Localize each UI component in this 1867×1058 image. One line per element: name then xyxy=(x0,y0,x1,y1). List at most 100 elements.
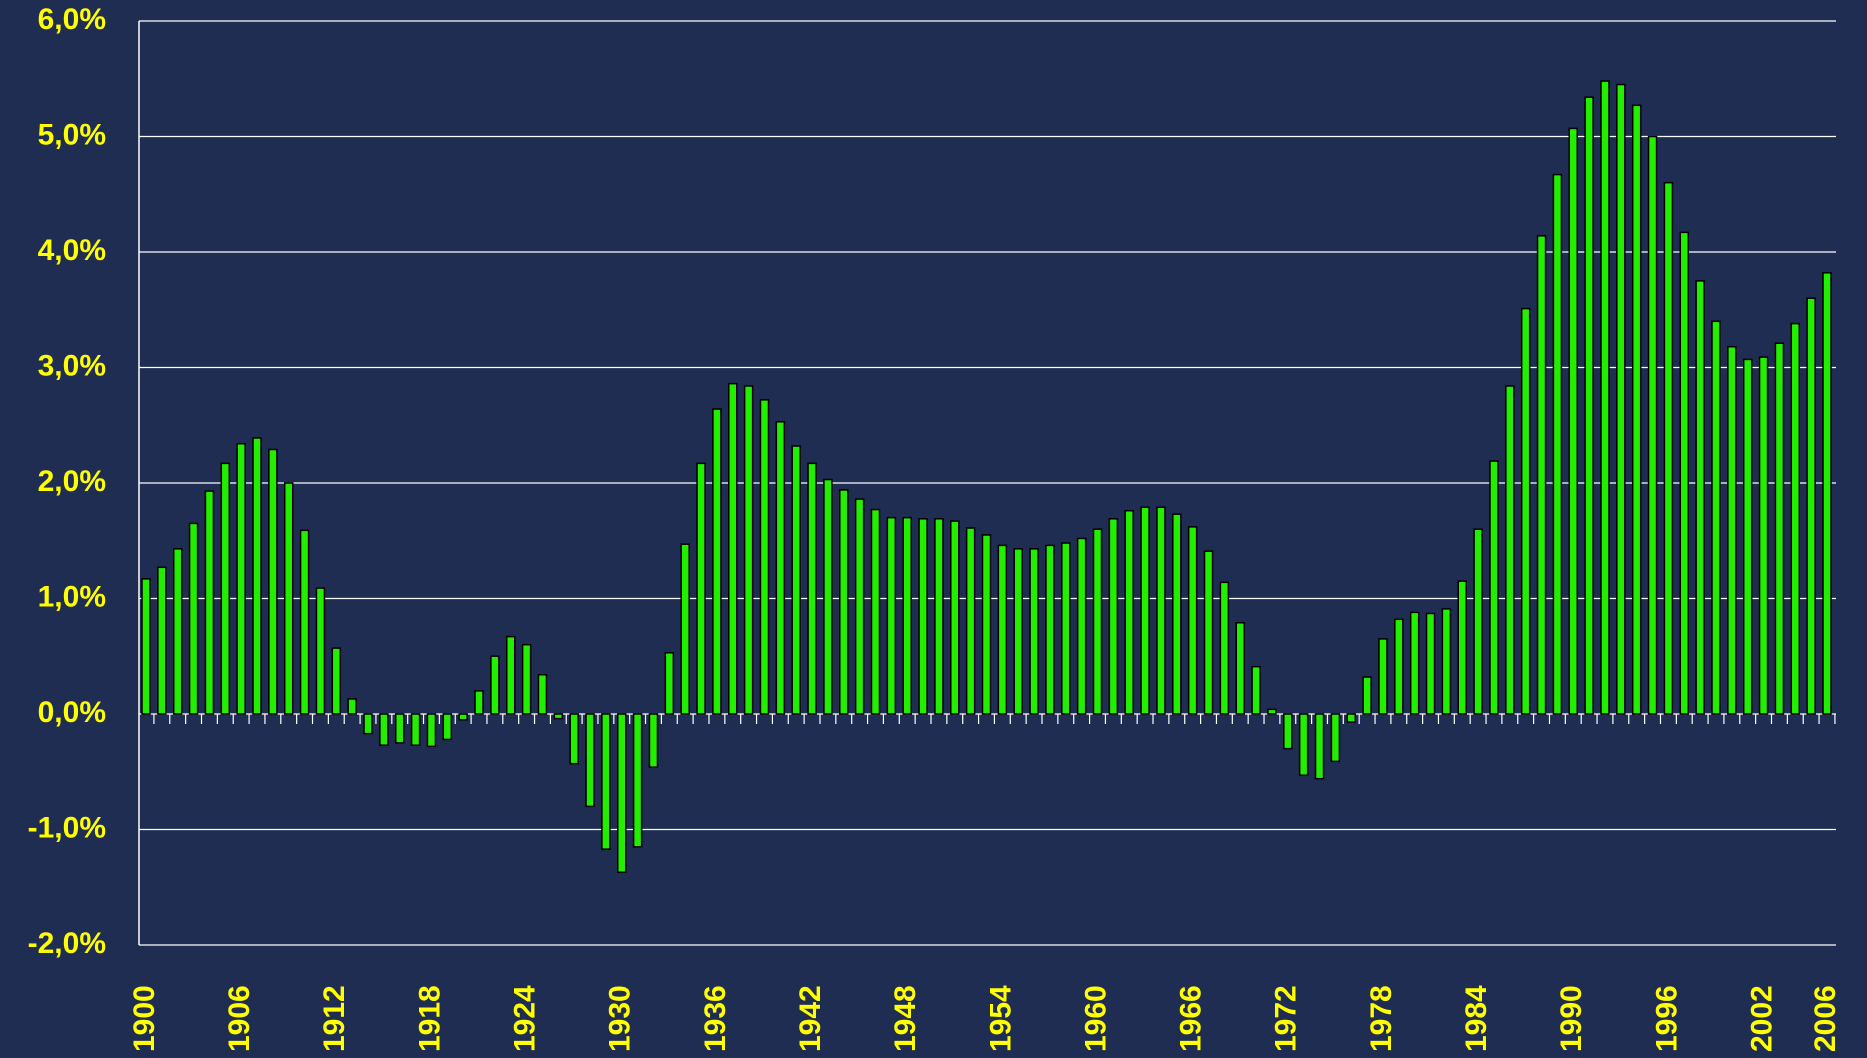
bar xyxy=(379,713,389,746)
bar xyxy=(902,516,912,715)
x-tick-label: 1918 xyxy=(413,985,446,1052)
bar xyxy=(315,587,326,715)
bar xyxy=(1520,307,1531,715)
bar xyxy=(363,713,373,735)
bar xyxy=(918,518,928,715)
bar xyxy=(1679,231,1690,715)
x-tick-label: 1960 xyxy=(1079,985,1112,1052)
x-tick-label: 1906 xyxy=(223,985,256,1052)
bar xyxy=(1378,638,1388,715)
bar xyxy=(1631,104,1642,715)
bar xyxy=(1536,235,1547,715)
bar xyxy=(1505,385,1515,715)
bar xyxy=(1251,665,1261,715)
bar xyxy=(553,713,564,720)
bar xyxy=(188,522,199,715)
bar xyxy=(458,713,468,721)
bar xyxy=(775,421,786,715)
bar xyxy=(1806,297,1816,715)
bar xyxy=(1092,528,1103,715)
bar xyxy=(1172,513,1182,715)
y-tick-label: 4,0% xyxy=(38,234,106,267)
bar xyxy=(1203,550,1214,715)
bar xyxy=(839,489,849,715)
y-tick-label: 2,0% xyxy=(38,465,106,498)
x-tick-label: 1954 xyxy=(984,985,1017,1052)
bar xyxy=(1425,612,1436,715)
bar xyxy=(791,445,801,715)
bar xyxy=(1742,358,1753,715)
bar xyxy=(743,385,754,715)
bar xyxy=(204,490,215,715)
bar xyxy=(1219,581,1230,715)
bar xyxy=(981,534,992,715)
y-tick-label: -1,0% xyxy=(28,811,106,844)
bar xyxy=(410,713,421,746)
bar xyxy=(1695,280,1705,715)
x-tick-label: 2002 xyxy=(1745,985,1778,1052)
bar xyxy=(1330,713,1341,763)
bar xyxy=(268,448,278,715)
bar xyxy=(252,437,262,715)
x-tick-label: 1900 xyxy=(128,985,161,1052)
bar xyxy=(1314,713,1325,780)
bar xyxy=(220,462,231,715)
bar xyxy=(1600,80,1610,715)
bar xyxy=(1235,622,1245,715)
bar xyxy=(1758,356,1769,715)
bar xyxy=(1568,127,1579,715)
y-tick-label: 1,0% xyxy=(38,580,106,613)
bar xyxy=(347,698,357,715)
bar xyxy=(1061,542,1071,715)
bar xyxy=(569,713,579,765)
bar xyxy=(442,713,453,741)
bar xyxy=(886,516,897,715)
bar xyxy=(728,382,738,715)
bar xyxy=(1108,518,1119,715)
x-tick-label: 1936 xyxy=(699,985,732,1052)
bar xyxy=(1711,320,1721,715)
bar xyxy=(1362,676,1372,715)
bar xyxy=(426,713,437,748)
bar xyxy=(1283,713,1293,750)
bar xyxy=(1790,322,1801,715)
bar xyxy=(1298,713,1309,776)
x-tick-label: 1990 xyxy=(1555,985,1588,1052)
bar xyxy=(1774,342,1785,715)
bar xyxy=(1346,713,1356,723)
bar xyxy=(1156,506,1166,715)
x-tick-label: 1984 xyxy=(1460,985,1493,1052)
bar xyxy=(1267,708,1277,715)
bar xyxy=(1727,345,1737,715)
bar xyxy=(394,713,405,744)
bar xyxy=(157,566,167,715)
bar xyxy=(1441,608,1452,715)
x-tick-label: 1948 xyxy=(889,985,922,1052)
bar xyxy=(1489,460,1499,715)
bar xyxy=(632,713,643,848)
bar xyxy=(474,690,484,715)
bar xyxy=(1647,135,1658,715)
y-tick-label: 0,0% xyxy=(38,696,106,729)
x-tick-label: 1966 xyxy=(1175,985,1208,1052)
bar xyxy=(537,673,548,715)
x-tick-label: 1942 xyxy=(794,985,827,1052)
bar xyxy=(854,498,865,715)
bar xyxy=(807,462,817,715)
bar xyxy=(1616,83,1626,715)
x-tick-label: 1996 xyxy=(1650,985,1683,1052)
bar xyxy=(601,713,611,850)
y-tick-label: 6,0% xyxy=(38,3,106,36)
bar xyxy=(1822,272,1832,715)
bar xyxy=(521,643,532,715)
bar xyxy=(1457,580,1468,715)
bar xyxy=(172,548,183,715)
bar xyxy=(1552,173,1563,715)
bar xyxy=(299,529,310,715)
bar xyxy=(712,408,722,715)
x-tick-label: 1924 xyxy=(509,985,542,1052)
bar xyxy=(1029,548,1039,715)
y-tick-label: -2,0% xyxy=(28,927,106,960)
y-tick-label: 3,0% xyxy=(38,349,106,382)
